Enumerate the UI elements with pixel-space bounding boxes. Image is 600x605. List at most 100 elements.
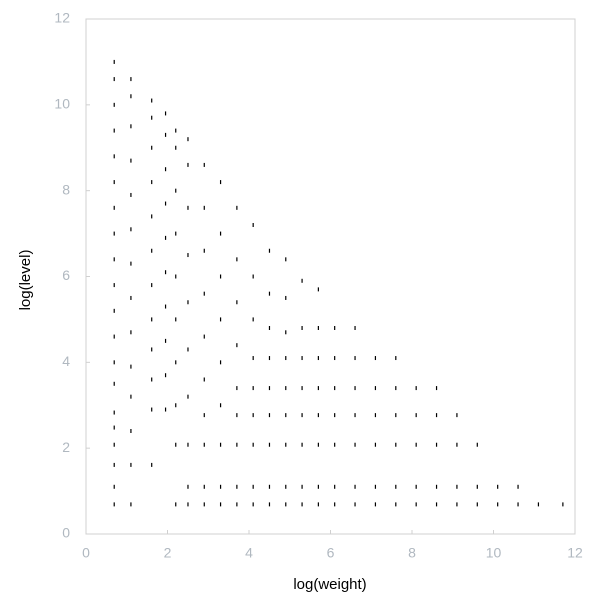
point [456, 502, 458, 507]
x-axis-label: log(weight) [293, 576, 366, 593]
point [130, 261, 132, 266]
point [395, 502, 397, 507]
point [435, 442, 438, 447]
point [317, 356, 319, 361]
point [301, 278, 303, 283]
point [236, 386, 238, 391]
point [317, 484, 319, 489]
point [164, 338, 167, 343]
point [236, 484, 238, 489]
point [175, 128, 177, 133]
point [268, 248, 271, 253]
point [354, 413, 356, 418]
point [435, 502, 438, 507]
point [285, 257, 287, 262]
point [219, 484, 222, 489]
point [415, 442, 417, 447]
point [164, 201, 167, 206]
point [151, 214, 153, 219]
point [268, 502, 271, 507]
point [435, 484, 438, 489]
x-tick-label: 2 [164, 545, 172, 561]
point [164, 111, 167, 116]
point [151, 407, 153, 412]
y-axis-label: log(level) [17, 250, 34, 311]
point [415, 502, 417, 507]
point [301, 326, 303, 330]
point [203, 205, 205, 210]
point [203, 291, 205, 296]
point [164, 132, 167, 137]
point [301, 356, 303, 361]
y-tick-label: 10 [54, 96, 70, 112]
point [268, 413, 271, 418]
point [252, 484, 254, 489]
y-tick-label: 12 [54, 10, 70, 26]
point [187, 253, 189, 258]
point [354, 502, 356, 507]
point [317, 326, 319, 330]
point [187, 502, 189, 507]
point [113, 154, 115, 159]
point [268, 291, 271, 296]
point [113, 59, 115, 64]
point [113, 442, 115, 447]
point [187, 300, 189, 305]
y-tick-label: 8 [62, 181, 70, 197]
point [252, 442, 254, 447]
point [164, 373, 167, 378]
point [113, 283, 115, 288]
point [285, 356, 287, 361]
point [203, 162, 205, 167]
point [113, 484, 115, 489]
point [456, 413, 458, 418]
point [113, 425, 115, 430]
point [130, 364, 132, 369]
point [175, 442, 177, 447]
y-tick-label: 6 [62, 267, 70, 283]
point [113, 308, 115, 313]
point [130, 429, 132, 433]
point [175, 403, 177, 408]
point [130, 295, 132, 300]
point [374, 442, 377, 447]
point [301, 442, 303, 447]
point [268, 326, 271, 330]
point [203, 442, 205, 447]
point [151, 377, 153, 382]
point [219, 403, 222, 408]
point [285, 502, 287, 507]
point [130, 462, 132, 467]
point [164, 304, 167, 309]
point [203, 377, 205, 382]
point [164, 270, 167, 275]
point [456, 442, 458, 447]
point [236, 502, 238, 507]
point [219, 360, 222, 365]
point [203, 502, 205, 507]
point [334, 386, 336, 391]
point [219, 502, 222, 507]
point [203, 484, 205, 489]
point [113, 77, 115, 82]
point [151, 145, 153, 150]
point [435, 386, 438, 391]
point [374, 386, 377, 391]
point [517, 502, 519, 507]
point [113, 360, 115, 365]
point [151, 248, 153, 253]
point [285, 442, 287, 447]
point [236, 205, 238, 210]
point [301, 413, 303, 418]
point [187, 484, 189, 489]
point [301, 484, 303, 489]
point [395, 442, 397, 447]
point [317, 287, 319, 292]
point [354, 442, 356, 447]
point [175, 231, 177, 236]
point [236, 343, 238, 348]
point [113, 102, 115, 107]
point [175, 360, 177, 365]
point [317, 386, 319, 391]
